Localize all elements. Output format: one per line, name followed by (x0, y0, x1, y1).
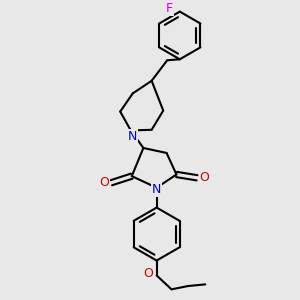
Text: F: F (166, 2, 173, 16)
Text: O: O (99, 176, 109, 189)
Text: N: N (128, 130, 137, 143)
Text: O: O (143, 267, 153, 280)
Text: N: N (152, 183, 161, 196)
Text: O: O (200, 171, 209, 184)
